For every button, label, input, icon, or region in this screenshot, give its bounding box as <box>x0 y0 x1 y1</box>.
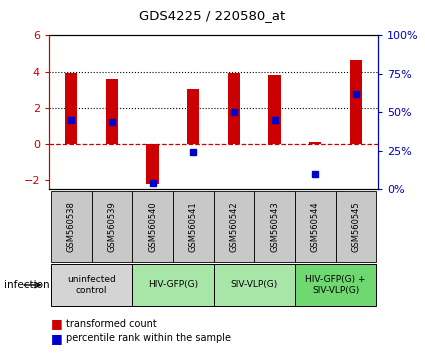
Bar <box>254 191 295 262</box>
Text: ■: ■ <box>51 332 63 344</box>
Text: GSM560539: GSM560539 <box>108 201 116 252</box>
Bar <box>51 264 132 306</box>
Text: HIV-GFP(G) +
SIV-VLP(G): HIV-GFP(G) + SIV-VLP(G) <box>305 275 366 295</box>
Text: transformed count: transformed count <box>66 319 157 329</box>
Bar <box>213 264 295 306</box>
Bar <box>187 89 199 144</box>
Bar <box>132 264 213 306</box>
Bar <box>295 264 376 306</box>
Bar <box>295 191 336 262</box>
Bar <box>91 191 132 262</box>
Text: SIV-VLP(G): SIV-VLP(G) <box>231 280 278 290</box>
Bar <box>213 191 254 262</box>
Bar <box>132 191 173 262</box>
Text: percentile rank within the sample: percentile rank within the sample <box>66 333 231 343</box>
Text: uninfected
control: uninfected control <box>67 275 116 295</box>
Text: GDS4225 / 220580_at: GDS4225 / 220580_at <box>139 9 286 22</box>
Text: GSM560544: GSM560544 <box>311 201 320 252</box>
Text: GSM560541: GSM560541 <box>189 201 198 252</box>
Bar <box>336 191 376 262</box>
Bar <box>51 191 91 262</box>
Bar <box>228 73 240 144</box>
Text: GSM560538: GSM560538 <box>67 201 76 252</box>
Text: GSM560540: GSM560540 <box>148 201 157 252</box>
Text: GSM560542: GSM560542 <box>230 201 238 252</box>
Text: HIV-GFP(G): HIV-GFP(G) <box>148 280 198 290</box>
Bar <box>269 75 281 144</box>
Bar <box>65 73 77 144</box>
Bar <box>350 60 362 144</box>
Text: GSM560543: GSM560543 <box>270 201 279 252</box>
Text: ■: ■ <box>51 318 63 330</box>
Bar <box>106 79 118 144</box>
Text: infection: infection <box>4 280 50 290</box>
Text: GSM560545: GSM560545 <box>351 201 360 252</box>
Bar <box>309 142 321 144</box>
Bar <box>173 191 213 262</box>
Bar <box>147 144 159 184</box>
